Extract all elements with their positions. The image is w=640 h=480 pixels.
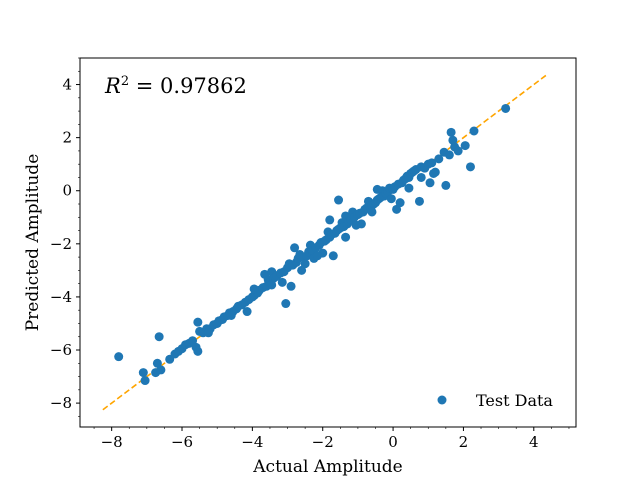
data-point xyxy=(249,284,259,294)
data-point xyxy=(446,127,456,137)
y-tick-label: 4 xyxy=(62,76,72,94)
data-point xyxy=(404,183,414,193)
data-point xyxy=(395,198,405,208)
data-point xyxy=(372,184,382,194)
legend-marker xyxy=(437,395,447,405)
data-point xyxy=(356,219,366,229)
data-point xyxy=(203,328,213,338)
data-point xyxy=(367,207,377,217)
data-point xyxy=(427,158,437,168)
data-point xyxy=(193,317,203,327)
data-point xyxy=(277,277,287,287)
x-tick-label: 4 xyxy=(529,433,539,451)
x-tick-label: 0 xyxy=(388,433,398,451)
x-axis-label: Actual Amplitude xyxy=(252,457,402,477)
data-point xyxy=(154,332,164,342)
data-point xyxy=(328,251,338,261)
r-squared-annotation: R2 = 0.97862 xyxy=(104,74,247,98)
x-tick-label: 2 xyxy=(459,433,469,451)
y-tick-label: 0 xyxy=(62,182,72,200)
data-point xyxy=(416,172,426,182)
data-point xyxy=(334,195,344,205)
data-point xyxy=(501,103,511,113)
legend-label: Test Data xyxy=(476,391,553,410)
data-point xyxy=(460,141,470,151)
y-axis-label: Predicted Amplitude xyxy=(23,154,43,332)
data-point xyxy=(429,168,439,178)
x-tick-label: −8 xyxy=(101,433,123,451)
data-point xyxy=(341,232,351,242)
y-tick-label: −8 xyxy=(50,394,72,412)
data-point xyxy=(193,346,203,356)
data-point xyxy=(444,150,454,160)
data-point xyxy=(297,265,307,275)
y-tick-label: −6 xyxy=(50,341,72,359)
data-point xyxy=(140,376,150,386)
data-point xyxy=(290,243,300,253)
y-tick-label: 2 xyxy=(62,129,72,147)
data-point xyxy=(188,336,198,346)
data-point xyxy=(300,259,310,269)
plot-frame xyxy=(79,57,577,428)
y-tick-label: −4 xyxy=(50,288,72,306)
data-point xyxy=(267,280,277,290)
data-point xyxy=(441,180,451,190)
data-point xyxy=(242,307,252,317)
data-point xyxy=(414,196,424,206)
data-point xyxy=(226,311,236,321)
data-point xyxy=(286,281,296,291)
data-point xyxy=(281,299,291,309)
data-point xyxy=(114,352,124,362)
data-point xyxy=(152,358,162,368)
data-point xyxy=(325,215,335,225)
x-tick-label: −2 xyxy=(312,433,334,451)
data-point xyxy=(434,154,444,164)
data-point xyxy=(469,126,479,136)
data-point xyxy=(465,162,475,172)
y-tick-label: −2 xyxy=(50,235,72,253)
data-point xyxy=(386,194,396,204)
x-tick-label: −6 xyxy=(171,433,193,451)
data-point xyxy=(156,365,166,375)
data-point xyxy=(425,178,435,188)
data-point xyxy=(392,204,402,214)
data-point xyxy=(453,146,463,156)
data-point xyxy=(312,251,322,261)
data-point xyxy=(138,368,148,378)
x-tick-label: −4 xyxy=(241,433,263,451)
